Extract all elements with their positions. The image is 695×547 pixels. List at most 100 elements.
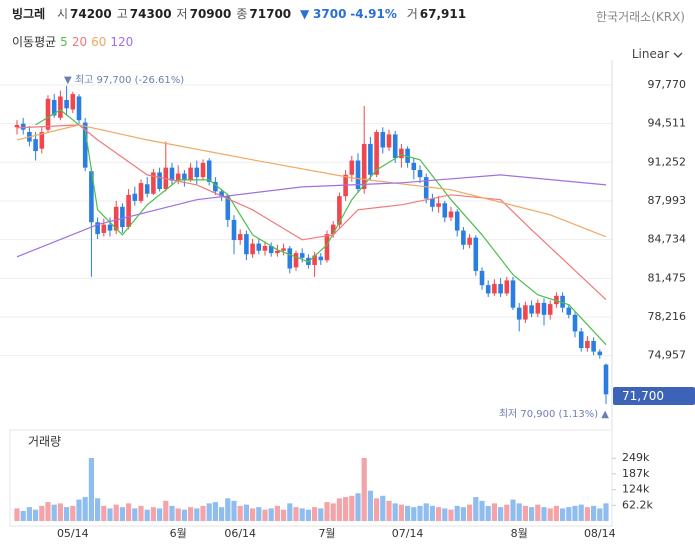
candle-body — [510, 280, 516, 308]
volume-bar — [467, 504, 473, 521]
volume-bar — [101, 505, 107, 521]
candle-body — [101, 224, 107, 233]
candle-body — [262, 245, 268, 251]
candle-body — [492, 283, 497, 294]
volume-bar — [584, 507, 590, 521]
candle-body — [182, 173, 187, 180]
volume-bar — [522, 505, 528, 521]
candle-body — [256, 243, 262, 251]
x-tick-label: 06/14 — [224, 527, 256, 540]
candle-body — [95, 222, 100, 235]
scale-label[interactable]: Linear — [631, 47, 670, 61]
volume-bar — [386, 500, 392, 521]
candle-body — [237, 234, 243, 241]
candle-body — [560, 295, 565, 308]
candle-body — [299, 253, 305, 258]
candle-body — [281, 248, 286, 251]
volume-bar — [57, 503, 63, 521]
candle-body — [293, 253, 299, 268]
ma-legend-item: 60 — [91, 35, 107, 49]
candle-body — [200, 162, 206, 178]
volume-bar — [169, 505, 175, 521]
ma-legend-item: 120 — [110, 35, 134, 49]
candle-body — [51, 100, 57, 116]
candle-body — [113, 206, 119, 231]
volume-bar — [268, 508, 274, 521]
volume-frame — [9, 429, 613, 527]
x-tick-label: 05/14 — [57, 527, 89, 540]
candle-body — [498, 283, 503, 294]
last-price-label: 71,700 — [622, 389, 664, 403]
quote-value: 74200 — [70, 7, 112, 21]
volume-bar — [287, 503, 293, 521]
quote-header: 빙그레 시 74200 고 74300 저 70900 종 71700 ▼ 3700 -4.9… — [12, 5, 471, 22]
quote-label: 저 — [176, 7, 188, 21]
quote-value: 74300 — [129, 7, 172, 21]
candle-body — [64, 100, 69, 109]
candle-body — [250, 243, 255, 255]
ma-legend-item: 5 — [60, 35, 68, 49]
candle-body — [39, 132, 45, 149]
scale-dropdown[interactable]: Linear — [632, 47, 683, 61]
last-price-tag — [613, 387, 695, 405]
candle-body — [132, 193, 138, 201]
volume-bar — [262, 509, 268, 521]
candle-body — [175, 173, 181, 181]
candle-body — [206, 160, 212, 182]
volume: 67,911 — [419, 7, 467, 21]
volume-bar — [330, 503, 336, 521]
change-arrow: ▼ — [299, 7, 310, 21]
volume-bar — [144, 509, 150, 521]
volume-bar — [504, 504, 510, 521]
volume-bar — [516, 503, 522, 521]
candle-body — [380, 132, 386, 148]
volume-tick-label: 249k — [622, 451, 650, 464]
candle-body — [603, 364, 609, 395]
candle-body — [337, 196, 342, 225]
volume-bar — [374, 498, 380, 521]
candle-body — [76, 96, 82, 121]
volume-bar — [51, 504, 57, 521]
volume-bar — [33, 509, 39, 521]
candle-body — [504, 280, 510, 294]
ma-line — [16, 174, 607, 258]
volume-bar — [324, 502, 330, 521]
volume-bar — [219, 507, 225, 521]
candle-body — [14, 124, 20, 128]
volume-bar — [553, 505, 559, 521]
volume-bar — [281, 509, 287, 521]
min-label: 최저 70,900 (1.13%) ▲ — [499, 408, 609, 420]
candle-body — [597, 351, 603, 356]
volume-bar — [150, 507, 156, 521]
candle-body — [268, 245, 274, 254]
volume-bar — [26, 507, 32, 521]
candle-body — [355, 160, 361, 190]
candle-body — [194, 167, 200, 178]
quote-value: 70900 — [189, 7, 232, 21]
candle-body — [523, 305, 528, 320]
volume-bar — [157, 508, 163, 521]
candle-body — [126, 194, 131, 227]
volume-bar — [119, 507, 125, 521]
volume-bar — [64, 507, 70, 521]
x-tick-label: 8월 — [511, 527, 528, 540]
volume-tick-label: 62.2k — [622, 498, 653, 511]
volume-bar — [572, 505, 578, 521]
volume-bar — [107, 508, 113, 521]
volume-bar — [76, 499, 82, 521]
candle-body — [374, 132, 379, 175]
candle-body — [45, 98, 51, 130]
ma-line — [16, 124, 607, 238]
volume-bar — [343, 497, 349, 521]
candle-body — [349, 160, 355, 175]
volume-bar — [113, 504, 119, 521]
chevron[interactable] — [673, 51, 683, 59]
volume-bar — [237, 505, 243, 521]
volume-bar — [293, 507, 299, 521]
volume-bar — [473, 497, 479, 521]
candle-body — [461, 230, 466, 245]
volume-bar — [429, 505, 435, 521]
volume-bar — [318, 508, 324, 521]
volume-bar — [138, 505, 144, 521]
